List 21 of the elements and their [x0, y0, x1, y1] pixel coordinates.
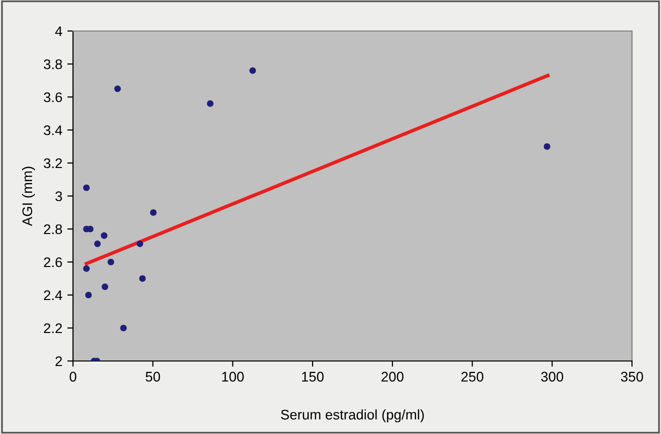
y-tick-label: 2.6 — [44, 257, 62, 268]
x-tick-label: 250 — [461, 372, 484, 382]
x-tick-label: 150 — [302, 372, 324, 382]
x-tick-label: 200 — [382, 372, 404, 382]
y-tick-label: 4 — [55, 26, 62, 36]
y-tick-label: 2.4 — [44, 290, 62, 300]
y-tick-label: 3.2 — [44, 158, 62, 168]
x-tick-label: 100 — [222, 372, 244, 382]
y-tick-label: 2.2 — [44, 323, 62, 334]
y-tick-label: 3.8 — [44, 59, 62, 70]
x-tick-label: 50 — [146, 372, 160, 382]
y-axis-title: AGI (mm) — [22, 166, 35, 226]
y-tick-label: 2.8 — [44, 224, 62, 234]
y-tick-label: 3 — [55, 191, 62, 202]
x-tick-label: 350 — [620, 372, 644, 382]
y-tick-label: 3.6 — [44, 92, 62, 102]
x-tick-label: 300 — [541, 372, 564, 382]
x-tick-label: 0 — [70, 372, 76, 382]
x-axis-title: Serum estradiol (pg/ml) — [280, 409, 424, 422]
y-tick-label: 2 — [56, 356, 62, 366]
y-tick-label: 3.4 — [44, 125, 62, 136]
